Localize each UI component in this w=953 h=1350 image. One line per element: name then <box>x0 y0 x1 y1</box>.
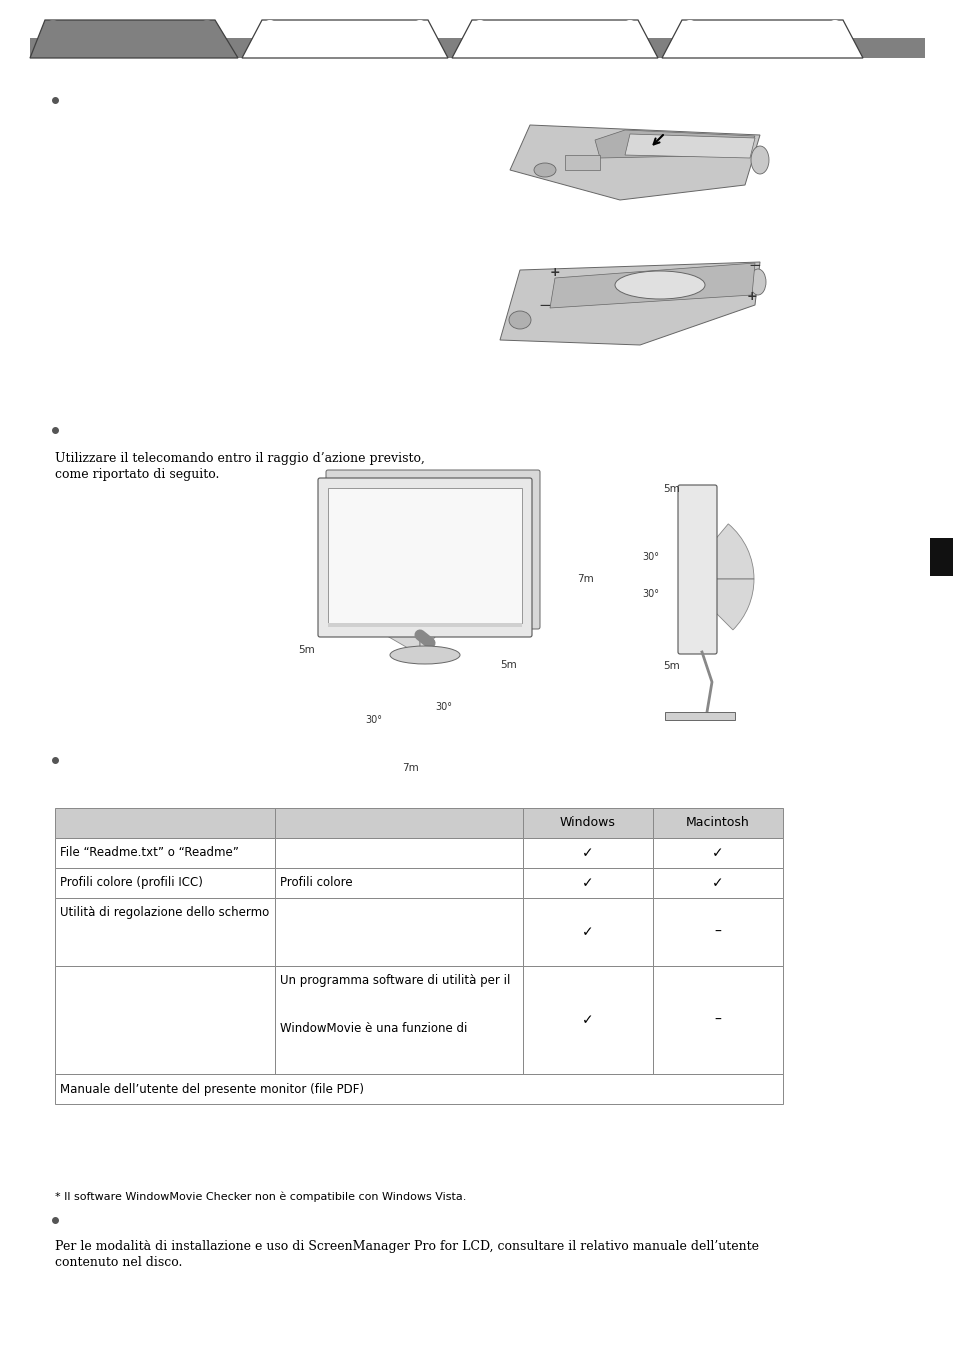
Bar <box>274 838 522 868</box>
Text: 5m: 5m <box>499 660 517 670</box>
Text: 30°: 30° <box>641 589 659 599</box>
Ellipse shape <box>750 146 768 174</box>
Text: Manuale dell’utente del presente monitor (file PDF): Manuale dell’utente del presente monitor… <box>60 1083 364 1095</box>
Ellipse shape <box>615 271 704 298</box>
Bar <box>664 711 734 720</box>
Text: contenuto nel disco.: contenuto nel disco. <box>55 1256 182 1269</box>
FancyBboxPatch shape <box>317 478 532 637</box>
Bar <box>522 898 652 967</box>
Text: +: + <box>549 266 559 279</box>
Text: ✓: ✓ <box>581 876 593 890</box>
Ellipse shape <box>534 163 556 177</box>
Text: ✓: ✓ <box>581 925 593 940</box>
Polygon shape <box>550 263 754 308</box>
Text: 30°: 30° <box>365 716 381 725</box>
Bar <box>274 809 522 838</box>
Wedge shape <box>419 580 468 655</box>
Text: WindowMovie è una funzione di: WindowMovie è una funzione di <box>280 1022 467 1035</box>
Bar <box>55 1075 782 1104</box>
Text: Un programma software di utilità per il: Un programma software di utilità per il <box>280 973 510 987</box>
Circle shape <box>262 20 277 36</box>
Polygon shape <box>510 126 760 200</box>
Bar <box>652 809 782 838</box>
Text: Utilità di regolazione dello schermo: Utilità di regolazione dello schermo <box>60 906 269 919</box>
Polygon shape <box>661 20 862 58</box>
Bar <box>55 838 274 868</box>
Bar <box>522 809 652 838</box>
FancyBboxPatch shape <box>326 470 539 629</box>
Text: −: − <box>538 297 551 312</box>
Text: Windows: Windows <box>559 817 616 829</box>
Polygon shape <box>499 262 760 346</box>
Text: Profili colore (profili ICC): Profili colore (profili ICC) <box>60 876 203 890</box>
Text: 5m: 5m <box>298 645 314 655</box>
Wedge shape <box>681 579 753 630</box>
Text: File “Readme.txt” o “Readme”: File “Readme.txt” o “Readme” <box>60 846 238 859</box>
Text: 30°: 30° <box>641 552 659 562</box>
Text: –: – <box>714 925 720 940</box>
Circle shape <box>199 20 214 36</box>
Bar <box>55 809 274 838</box>
Polygon shape <box>242 20 448 58</box>
Text: ✓: ✓ <box>712 846 723 860</box>
Bar <box>652 838 782 868</box>
Text: 30°: 30° <box>435 702 452 711</box>
Text: 7m: 7m <box>577 574 594 585</box>
Bar <box>274 868 522 898</box>
Text: 7m: 7m <box>401 763 418 774</box>
Text: Macintosh: Macintosh <box>685 817 749 829</box>
Text: * Il software WindowMovie Checker non è compatibile con Windows Vista.: * Il software WindowMovie Checker non è … <box>55 1192 466 1203</box>
Ellipse shape <box>749 269 765 296</box>
Bar <box>522 838 652 868</box>
Bar <box>564 155 599 170</box>
Circle shape <box>621 20 638 36</box>
Text: ✓: ✓ <box>581 1012 593 1027</box>
Bar <box>522 967 652 1075</box>
Text: +: + <box>746 290 757 304</box>
Text: ✓: ✓ <box>581 846 593 860</box>
Text: 5m: 5m <box>663 662 679 671</box>
Circle shape <box>45 20 61 36</box>
FancyBboxPatch shape <box>678 485 717 653</box>
Ellipse shape <box>509 310 531 329</box>
Text: −: − <box>748 258 760 273</box>
Wedge shape <box>333 555 419 655</box>
Circle shape <box>681 20 698 36</box>
Bar <box>328 622 521 626</box>
Ellipse shape <box>390 647 459 664</box>
Bar <box>652 898 782 967</box>
Text: Profili colore: Profili colore <box>280 876 353 890</box>
Bar <box>274 967 522 1075</box>
Bar <box>274 898 522 967</box>
Bar <box>652 967 782 1075</box>
Circle shape <box>826 20 842 36</box>
Polygon shape <box>30 20 237 58</box>
Text: Utilizzare il telecomando entro il raggio d’azione previsto,: Utilizzare il telecomando entro il raggi… <box>55 452 424 464</box>
Circle shape <box>412 20 428 36</box>
Bar <box>328 487 521 622</box>
Polygon shape <box>624 134 754 158</box>
Text: Per le modalità di installazione e uso di ScreenManager Pro for LCD, consultare : Per le modalità di installazione e uso d… <box>55 1241 759 1253</box>
Text: ✓: ✓ <box>712 876 723 890</box>
Bar <box>652 868 782 898</box>
Text: come riportato di seguito.: come riportato di seguito. <box>55 468 219 481</box>
Bar <box>522 868 652 898</box>
Bar <box>929 539 953 576</box>
Polygon shape <box>595 130 754 158</box>
Bar <box>55 967 274 1075</box>
Bar <box>55 868 274 898</box>
Bar <box>30 38 924 58</box>
Text: 5m: 5m <box>663 485 679 494</box>
Bar <box>55 898 274 967</box>
Text: –: – <box>714 1012 720 1027</box>
Circle shape <box>472 20 488 36</box>
Polygon shape <box>452 20 658 58</box>
Wedge shape <box>681 524 753 579</box>
